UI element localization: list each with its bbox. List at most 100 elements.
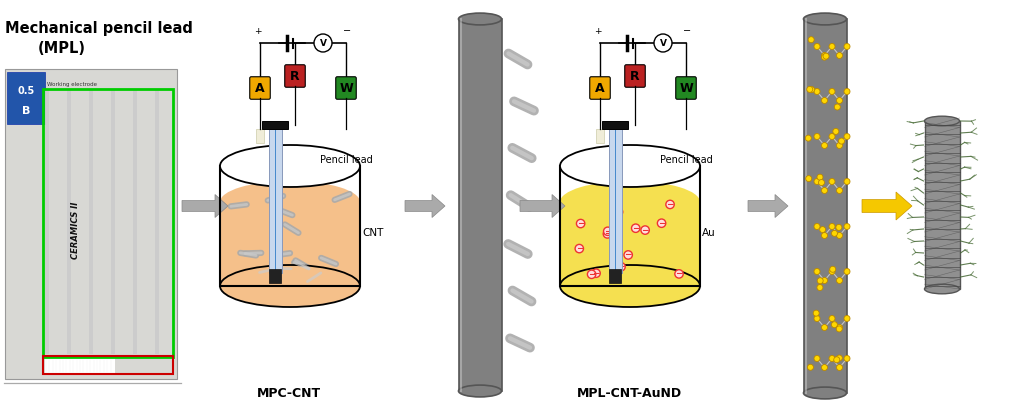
Circle shape bbox=[822, 53, 827, 58]
Polygon shape bbox=[748, 194, 788, 217]
Circle shape bbox=[833, 128, 839, 134]
Circle shape bbox=[844, 356, 850, 362]
Circle shape bbox=[819, 180, 825, 185]
Circle shape bbox=[829, 44, 835, 49]
Ellipse shape bbox=[924, 116, 960, 126]
Text: +: + bbox=[254, 27, 261, 36]
Circle shape bbox=[817, 284, 823, 291]
Ellipse shape bbox=[560, 265, 700, 307]
Circle shape bbox=[836, 326, 842, 332]
Circle shape bbox=[592, 269, 600, 277]
Text: V: V bbox=[320, 39, 327, 48]
Circle shape bbox=[838, 138, 844, 144]
Circle shape bbox=[675, 270, 683, 278]
Text: −: − bbox=[618, 262, 625, 271]
Ellipse shape bbox=[220, 145, 360, 187]
FancyBboxPatch shape bbox=[220, 202, 360, 286]
Circle shape bbox=[814, 134, 820, 139]
Circle shape bbox=[814, 224, 820, 229]
Circle shape bbox=[836, 143, 842, 148]
Circle shape bbox=[844, 178, 850, 185]
Text: CERAMICS II: CERAMICS II bbox=[70, 201, 80, 259]
FancyBboxPatch shape bbox=[7, 72, 45, 124]
Circle shape bbox=[603, 230, 612, 238]
Circle shape bbox=[817, 278, 823, 284]
Circle shape bbox=[809, 37, 814, 43]
FancyBboxPatch shape bbox=[256, 129, 264, 143]
FancyBboxPatch shape bbox=[625, 65, 645, 87]
Circle shape bbox=[806, 135, 812, 141]
Text: A: A bbox=[595, 81, 604, 95]
Ellipse shape bbox=[804, 387, 846, 399]
Circle shape bbox=[831, 322, 837, 328]
Circle shape bbox=[836, 277, 842, 284]
Circle shape bbox=[836, 325, 842, 330]
Text: −: − bbox=[577, 219, 584, 228]
FancyBboxPatch shape bbox=[5, 69, 177, 379]
Text: V: V bbox=[660, 39, 667, 48]
Text: W: W bbox=[339, 81, 353, 95]
FancyBboxPatch shape bbox=[269, 269, 281, 283]
Circle shape bbox=[823, 53, 829, 59]
Ellipse shape bbox=[924, 284, 960, 294]
Circle shape bbox=[654, 34, 672, 52]
Circle shape bbox=[658, 219, 666, 227]
Circle shape bbox=[844, 134, 850, 139]
Circle shape bbox=[844, 44, 850, 49]
Circle shape bbox=[822, 97, 827, 104]
Circle shape bbox=[829, 178, 835, 185]
Text: Pencil lead: Pencil lead bbox=[320, 155, 373, 165]
Circle shape bbox=[829, 224, 835, 229]
Text: −: − bbox=[615, 208, 623, 217]
Text: R: R bbox=[290, 69, 300, 83]
Circle shape bbox=[836, 355, 842, 361]
Circle shape bbox=[615, 208, 623, 216]
Ellipse shape bbox=[560, 181, 700, 223]
Circle shape bbox=[822, 143, 827, 148]
Circle shape bbox=[587, 270, 596, 279]
Circle shape bbox=[577, 219, 585, 228]
Text: −: − bbox=[343, 26, 351, 36]
Ellipse shape bbox=[458, 385, 501, 397]
Circle shape bbox=[814, 316, 820, 321]
Text: R: R bbox=[630, 69, 640, 83]
FancyBboxPatch shape bbox=[560, 202, 700, 286]
Circle shape bbox=[829, 268, 835, 275]
FancyBboxPatch shape bbox=[336, 77, 356, 99]
FancyBboxPatch shape bbox=[269, 129, 282, 273]
FancyBboxPatch shape bbox=[609, 269, 621, 283]
Circle shape bbox=[836, 233, 842, 238]
Ellipse shape bbox=[560, 145, 700, 187]
Polygon shape bbox=[862, 192, 912, 220]
Circle shape bbox=[814, 88, 820, 95]
Circle shape bbox=[809, 87, 815, 92]
Circle shape bbox=[831, 230, 837, 236]
FancyBboxPatch shape bbox=[458, 19, 501, 391]
Polygon shape bbox=[182, 194, 228, 217]
Circle shape bbox=[632, 224, 640, 232]
Polygon shape bbox=[520, 194, 565, 217]
Text: −: − bbox=[592, 269, 599, 278]
Circle shape bbox=[822, 233, 827, 238]
Text: −: − bbox=[625, 250, 632, 259]
FancyBboxPatch shape bbox=[804, 19, 846, 393]
Circle shape bbox=[836, 53, 842, 58]
Circle shape bbox=[830, 266, 836, 272]
Circle shape bbox=[834, 357, 839, 363]
Circle shape bbox=[624, 251, 632, 259]
Text: MPC-CNT: MPC-CNT bbox=[257, 387, 321, 400]
FancyBboxPatch shape bbox=[609, 129, 622, 273]
Circle shape bbox=[829, 88, 835, 95]
Circle shape bbox=[844, 88, 850, 95]
Text: Mechanical pencil lead: Mechanical pencil lead bbox=[5, 21, 193, 36]
FancyBboxPatch shape bbox=[602, 121, 628, 129]
Text: +: + bbox=[594, 27, 601, 36]
Ellipse shape bbox=[804, 13, 846, 25]
Circle shape bbox=[807, 86, 813, 92]
FancyBboxPatch shape bbox=[676, 77, 696, 99]
Text: CNT: CNT bbox=[362, 228, 383, 238]
FancyBboxPatch shape bbox=[596, 129, 604, 143]
Circle shape bbox=[844, 224, 850, 229]
Circle shape bbox=[822, 187, 827, 194]
Circle shape bbox=[834, 104, 840, 110]
